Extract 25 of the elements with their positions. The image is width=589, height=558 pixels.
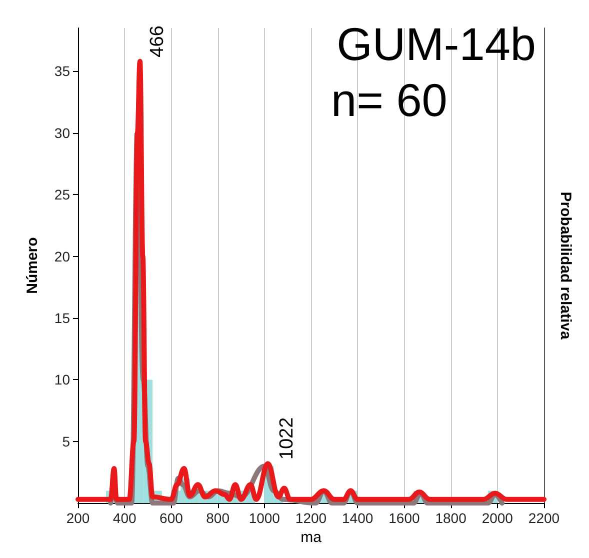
y-tick-label: 15 xyxy=(54,310,70,326)
x-tick-label: 2200 xyxy=(528,510,560,526)
x-tick-label: 200 xyxy=(66,510,90,526)
y-tick-label: 10 xyxy=(54,372,70,388)
y-tick-label: 25 xyxy=(54,186,70,203)
x-tick-label: 2000 xyxy=(482,510,514,526)
y-tick-label: 35 xyxy=(54,63,70,80)
y-axis-title: Número xyxy=(24,237,41,294)
chart-title: GUM-14b xyxy=(336,18,536,70)
annotation: 1022 xyxy=(276,417,298,460)
x-tick-label: 1600 xyxy=(388,510,420,526)
x-tick-label: 1200 xyxy=(295,510,327,526)
x-axis-title: ma xyxy=(300,529,322,546)
x-tick-label: 1800 xyxy=(435,510,467,526)
x-tick-label: 1400 xyxy=(342,510,374,526)
x-tick-label: 600 xyxy=(160,510,184,526)
text: n= 60 xyxy=(331,74,448,126)
annotation: 466 xyxy=(146,26,168,58)
x-tick-label: 400 xyxy=(112,510,136,526)
y-tick-label: 5 xyxy=(62,433,70,450)
x-tick-label: 1000 xyxy=(248,510,280,526)
y-tick-label: 30 xyxy=(54,124,70,141)
y-tick-label: 20 xyxy=(54,248,70,264)
x-tick-label: 800 xyxy=(206,510,230,526)
y2-axis-title: Probabilidad relativa xyxy=(557,192,574,340)
